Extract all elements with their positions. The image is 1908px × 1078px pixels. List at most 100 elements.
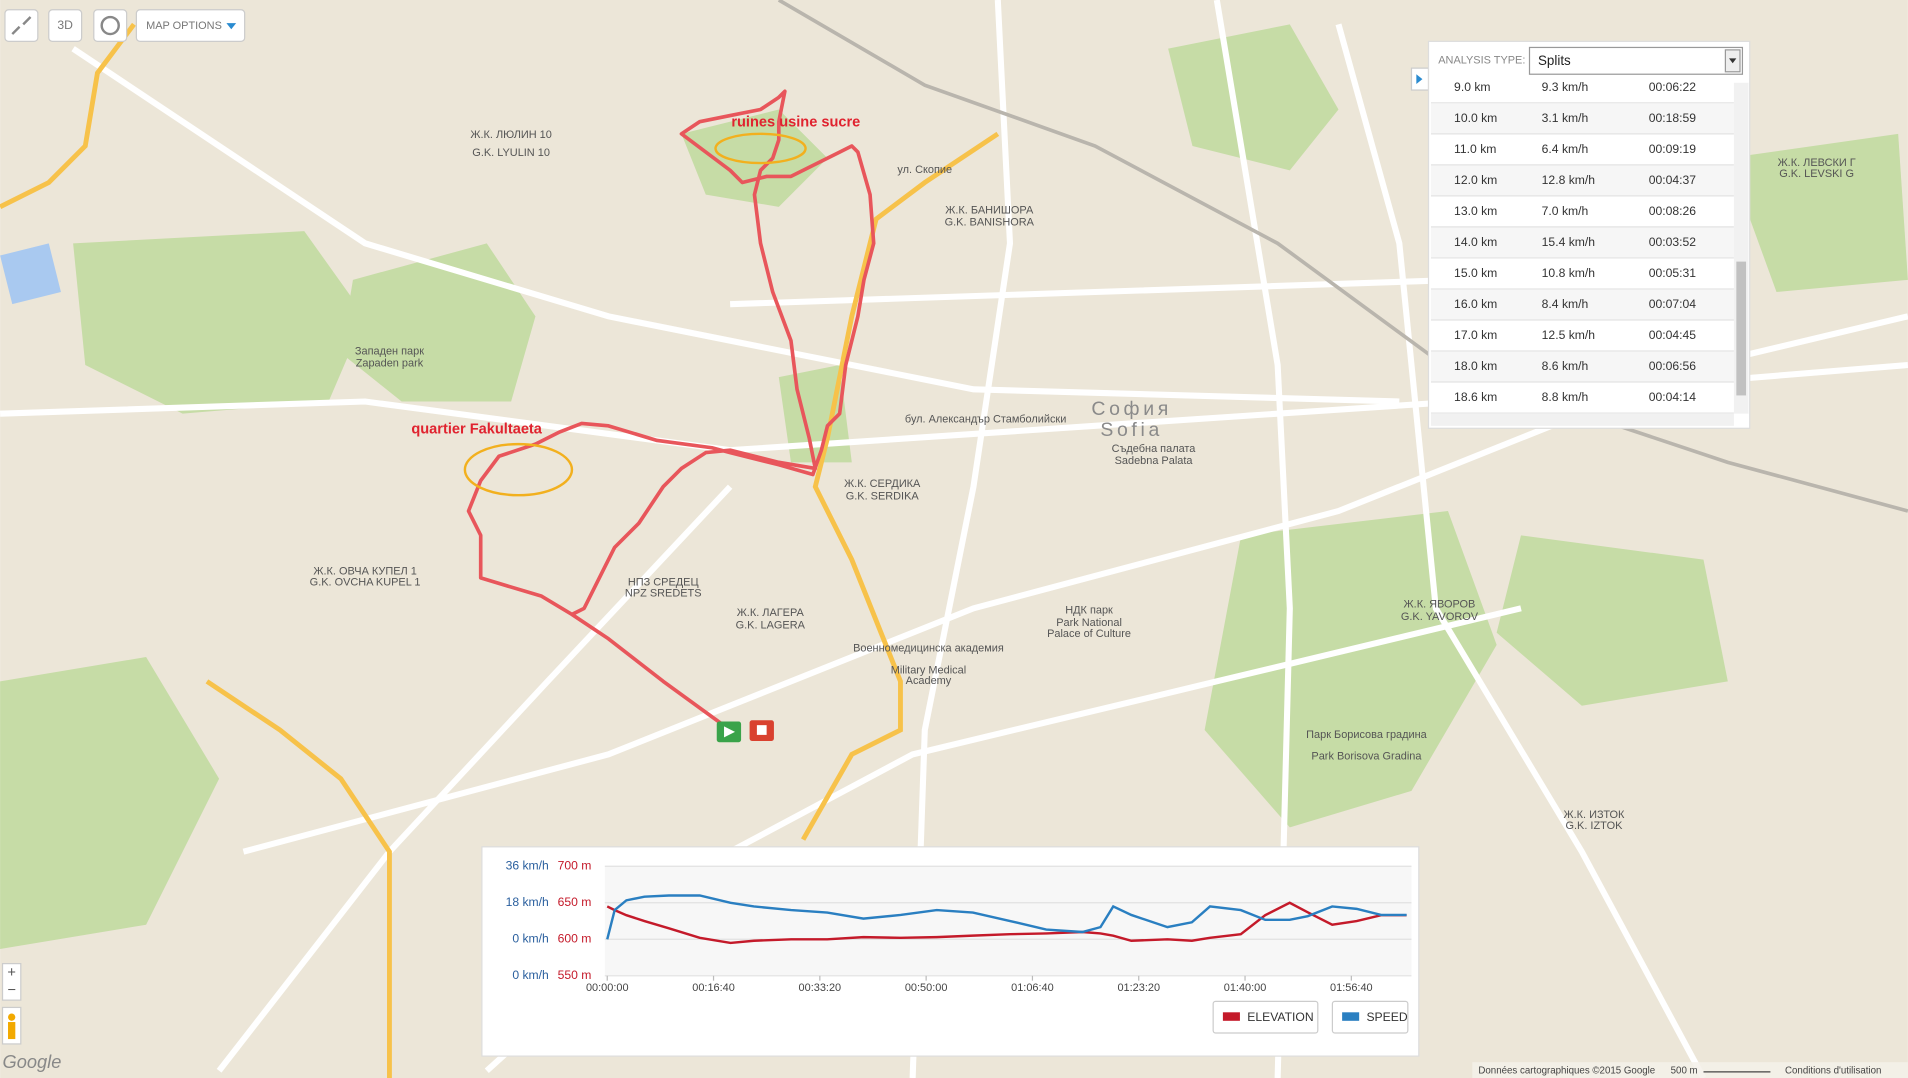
split-cell: 3.1 km/h bbox=[1542, 111, 1589, 125]
split-cell: 18.0 km bbox=[1454, 359, 1497, 373]
map-label: Военномедицинска академия bbox=[853, 642, 1004, 654]
split-row-bg bbox=[1430, 351, 1734, 383]
map-label: G.K. IZTOK bbox=[1566, 820, 1624, 832]
map-options-button[interactable] bbox=[135, 9, 246, 42]
map-label: НПЗ СРЕДЕЦ bbox=[628, 577, 699, 589]
split-cell: 16.0 km bbox=[1454, 297, 1497, 311]
legend-button[interactable] bbox=[1331, 1000, 1409, 1034]
select-arrow bbox=[1729, 58, 1737, 64]
chart: 550 m 600 m 650 m 700 m 0 km/h 18 km/h 36 km/h… bbox=[506, 859, 1412, 1034]
3d-label: 3D bbox=[57, 18, 73, 32]
x-tick-label: 01:23:20 bbox=[1117, 982, 1160, 994]
dropdown-arrow bbox=[226, 23, 237, 30]
x-tick-label: 01:56:40 bbox=[1330, 982, 1373, 994]
map-label: Ж.К. ЛЮЛИН 10 bbox=[470, 129, 551, 141]
map-label: Западен парк bbox=[355, 346, 424, 358]
map-label: Ж.К. СЕРДИКА bbox=[844, 478, 921, 490]
pegman-body bbox=[8, 1022, 16, 1040]
split-cell: 15.0 km bbox=[1454, 266, 1497, 280]
route bbox=[466, 89, 876, 732]
split-row-bg bbox=[1430, 289, 1734, 320]
scale-label: 500 m bbox=[1671, 1065, 1698, 1076]
legend-label: ELEVATION bbox=[1247, 1010, 1313, 1024]
split-cell: 00:09:19 bbox=[1649, 142, 1697, 156]
y-tick-label: 36 km/h bbox=[506, 859, 549, 873]
y2-tick-label: 700 m bbox=[558, 859, 592, 873]
map-label: G.K. LAGERA bbox=[736, 619, 806, 631]
annotation: quartier Fakultaeta bbox=[411, 421, 542, 437]
legend-label: SPEED bbox=[1366, 1010, 1407, 1024]
map-label: София bbox=[1091, 398, 1172, 420]
split-cell: 00:08:26 bbox=[1649, 204, 1697, 218]
zoom-control[interactable] bbox=[1, 963, 22, 1001]
annotation: ruines usine sucre bbox=[731, 115, 860, 131]
rotate-button[interactable] bbox=[93, 9, 128, 42]
split-cell: 6.4 km/h bbox=[1542, 142, 1589, 156]
terms[interactable]: Conditions d'utilisation bbox=[1785, 1065, 1881, 1076]
x-tick-label: 00:00:00 bbox=[586, 982, 629, 994]
split-cell: 12.5 km/h bbox=[1542, 328, 1595, 342]
attribution: Données cartographiques ©2015 Google bbox=[1478, 1065, 1655, 1076]
map-options-label: MAP OPTIONS bbox=[146, 20, 222, 32]
fullscreen-icon bbox=[11, 16, 32, 35]
split-cell: 8.4 km/h bbox=[1542, 297, 1589, 311]
zoom-in[interactable]: + bbox=[7, 965, 16, 981]
y-tick-label: 18 km/h bbox=[506, 895, 549, 909]
start-icon bbox=[724, 726, 735, 738]
split-cell: 15.4 km/h bbox=[1542, 235, 1595, 249]
split-cell: 10.8 km/h bbox=[1542, 266, 1595, 280]
map-label: G.K. LEVSKI G bbox=[1779, 168, 1854, 180]
split-cell: 10.0 km bbox=[1454, 111, 1497, 125]
y-axis-bottom-label: 0 km/h bbox=[512, 968, 548, 982]
split-cell: 7.0 km/h bbox=[1542, 204, 1589, 218]
map-label: NPZ SREDETS bbox=[625, 588, 702, 600]
scroll-thumb[interactable] bbox=[1736, 261, 1747, 396]
zoom-out[interactable]: − bbox=[7, 982, 16, 998]
x-tick-label: 00:16:40 bbox=[692, 982, 735, 994]
map-label: Ж.К. ЛЕВСКИ Г bbox=[1778, 157, 1856, 169]
split-cell: 00:06:56 bbox=[1649, 359, 1697, 373]
parks bbox=[0, 24, 1908, 950]
map-label: G.K. YAVOROV bbox=[1401, 611, 1479, 623]
water bbox=[0, 243, 61, 305]
split-cell: 00:18:59 bbox=[1649, 111, 1697, 125]
rotate-icon bbox=[100, 15, 120, 36]
split-cell: 00:06:22 bbox=[1649, 80, 1697, 94]
split-cell: 12.0 km bbox=[1454, 173, 1497, 187]
h-scrollbar[interactable] bbox=[1430, 413, 1734, 426]
y2-tick-label: 550 m bbox=[558, 968, 592, 982]
x-tick-label: 00:33:20 bbox=[799, 982, 842, 994]
google-logo: Google bbox=[3, 1051, 62, 1072]
panel-toggle-icon bbox=[1416, 74, 1423, 84]
legend-button[interactable] bbox=[1212, 1000, 1319, 1034]
map-label: НДК парк bbox=[1065, 605, 1113, 617]
x-tick-label: 01:40:00 bbox=[1224, 982, 1267, 994]
analysis-label: ANALYSIS TYPE: bbox=[1438, 55, 1525, 67]
split-cell: 00:04:14 bbox=[1649, 390, 1697, 404]
map-label: G.K. BANISHORA bbox=[945, 217, 1035, 229]
split-cell: 8.6 km/h bbox=[1542, 359, 1589, 373]
map-label: Park Borisova Gradina bbox=[1311, 751, 1422, 763]
analysis-selected: Splits bbox=[1538, 53, 1571, 68]
fullscreen-button[interactable] bbox=[4, 9, 39, 42]
y2-tick-label: 600 m bbox=[558, 932, 592, 946]
legend-swatch bbox=[1222, 1012, 1240, 1021]
3d-button[interactable] bbox=[48, 9, 83, 42]
x-tick-label: 00:50:00 bbox=[905, 982, 948, 994]
series-line bbox=[606, 894, 1407, 940]
map-label: Ж.К. ЯВОРОВ bbox=[1404, 599, 1476, 611]
analysis-select[interactable] bbox=[1528, 46, 1744, 75]
legend-swatch bbox=[1342, 1012, 1360, 1021]
annotation-circle bbox=[714, 132, 807, 165]
map-label: G.K. OVCHA KUPEL 1 bbox=[310, 577, 421, 589]
map-label: Ж.К. ОВЧА КУПЕЛ 1 bbox=[313, 566, 416, 578]
split-row-bg bbox=[1430, 103, 1734, 134]
finish-icon bbox=[756, 725, 767, 735]
split-cell: 00:04:45 bbox=[1649, 328, 1697, 342]
map-label: Ж.К. ЛАГЕРА bbox=[737, 607, 805, 619]
split-cell: 00:05:31 bbox=[1649, 266, 1697, 280]
map-label: Zapaden park bbox=[356, 358, 424, 370]
major-roads bbox=[0, 22, 1000, 1078]
